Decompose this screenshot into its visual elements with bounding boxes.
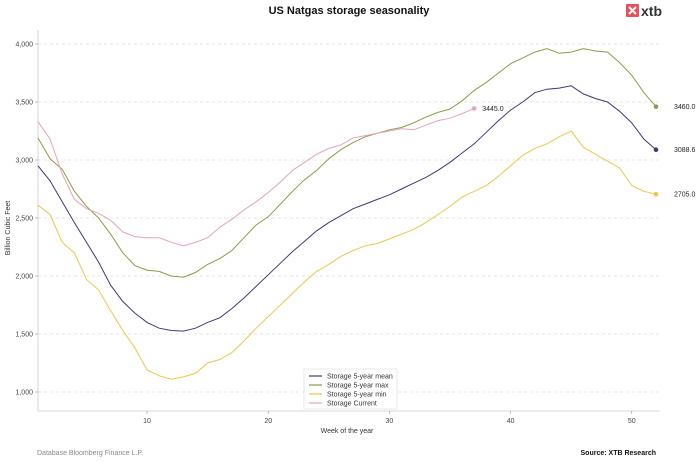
y-tick-label: 1,500	[15, 332, 33, 339]
end-marker-storage-5-year-min	[653, 191, 659, 197]
axes	[37, 30, 660, 412]
series-line-storage-current	[37, 107, 475, 247]
grid	[38, 43, 660, 393]
xtb-logo-text: xtb	[641, 3, 662, 19]
x-tick-label: 50	[628, 418, 636, 425]
x-axis-label: Week of the year	[321, 428, 374, 435]
series-lines: 3088.6 3460.0 2705.0 3445.0	[37, 48, 696, 380]
y-axis-label: Billion Cubic Feet	[5, 201, 12, 256]
legend-label-storage-5-year-min: Storage 5-year min	[327, 392, 387, 399]
database-note: Database Bloomberg Finance L.P.	[37, 450, 143, 457]
series-line-storage-5-year-min	[37, 130, 657, 380]
x-tick-label: 10	[143, 418, 151, 425]
x-tick-label: 40	[507, 418, 515, 425]
legend-label-storage-current: Storage Current	[327, 401, 377, 408]
y-tick-label: 2,000	[15, 274, 33, 281]
series-line-storage-5-year-max	[37, 48, 657, 278]
y-tick-label: 2,500	[15, 216, 33, 223]
end-label-storage-5-year-max: 3460.0	[674, 104, 696, 111]
end-marker-storage-current	[471, 106, 477, 111]
y-tick-label: 1,000	[15, 390, 33, 397]
x-tick-label: 20	[264, 418, 272, 425]
end-label-storage-5-year-min: 2705.0	[674, 192, 696, 199]
legend: Storage 5-year mean Storage 5-year max Sto…	[303, 368, 398, 410]
y-tick-label: 4,000	[15, 42, 33, 49]
series-line-storage-5-year-mean	[37, 85, 657, 332]
y-tick-label: 3,500	[15, 100, 33, 107]
end-label-storage-5-year-mean: 3088.6	[674, 147, 696, 154]
end-label-storage-current: 3445.0	[482, 106, 504, 113]
xtb-logo-x-icon	[628, 6, 637, 15]
source-note: Source: XTB Research	[581, 450, 656, 457]
x-tick-label: 30	[386, 418, 394, 425]
chart-title: US Natgas storage seasonality	[269, 5, 431, 17]
x-ticks: 10 20 30 40 50	[143, 411, 636, 425]
y-tick-label: 3,000	[15, 158, 33, 165]
end-marker-storage-5-year-mean	[653, 147, 659, 153]
legend-label-storage-5-year-max: Storage 5-year max	[327, 383, 389, 390]
legend-label-storage-5-year-mean: Storage 5-year mean	[327, 374, 393, 381]
end-marker-storage-5-year-max	[653, 104, 659, 109]
y-ticks: 1,000 1,500 2,000 2,500 3,000 3,500 4,000	[15, 42, 38, 397]
xtb-logo: xtb	[626, 3, 662, 19]
